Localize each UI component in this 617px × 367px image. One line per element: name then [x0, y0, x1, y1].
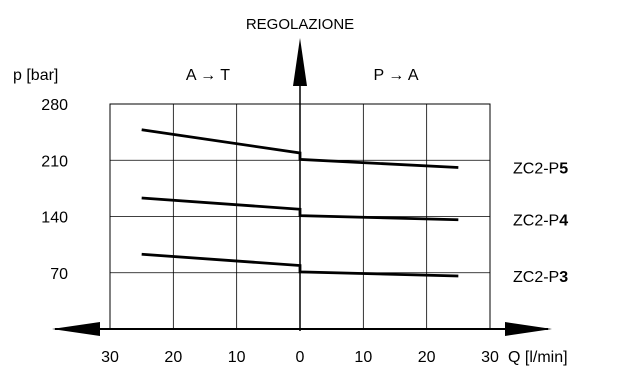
x-axis-label: Q [l/min] [508, 349, 568, 366]
x-tick-label: 30 [101, 349, 119, 366]
x-tick-label: 10 [354, 349, 372, 366]
x-tick-label: 20 [418, 349, 436, 366]
series-label: ZC2-P3 [513, 269, 568, 286]
y-tick-label: 70 [50, 266, 68, 283]
axes [52, 38, 552, 336]
series-line [141, 128, 459, 169]
series-label: ZC2-P4 [513, 213, 568, 230]
y-tick-labels: 280 210 140 70 [41, 97, 68, 283]
y-axis-label: p [bar] [13, 67, 58, 84]
region-label-right: P → A [373, 67, 418, 84]
x-tick-label: 30 [481, 349, 499, 366]
series-group [141, 128, 459, 278]
x-axis-arrow-right [505, 322, 552, 336]
x-tick-labels: 30 20 10 0 10 20 30 [101, 349, 499, 366]
y-tick-label: 210 [41, 153, 68, 170]
x-axis-arrow-left [52, 322, 100, 336]
region-label-left: A → T [186, 67, 230, 84]
y-axis-arrow [293, 38, 307, 86]
x-tick-label: 10 [228, 349, 246, 366]
x-tick-label: 0 [296, 349, 305, 366]
chart-title: REGOLAZIONE [246, 16, 354, 33]
y-tick-label: 140 [41, 210, 68, 227]
series-line [141, 196, 459, 222]
y-tick-label: 280 [41, 97, 68, 114]
series-labels: ZC2-P5 ZC2-P4 ZC2-P3 [513, 160, 568, 285]
series-label: ZC2-P5 [513, 160, 568, 177]
x-tick-label: 20 [164, 349, 182, 366]
series-line [141, 252, 459, 278]
